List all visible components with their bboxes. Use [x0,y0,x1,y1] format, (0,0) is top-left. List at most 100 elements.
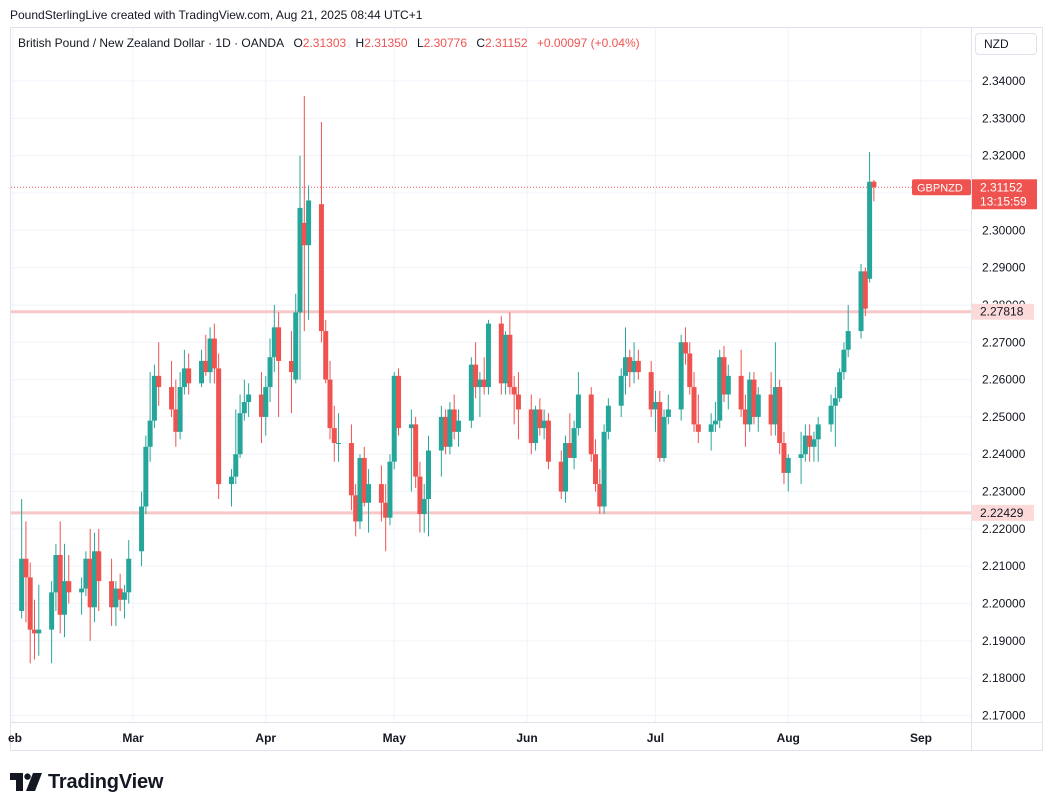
candle-down[interactable] [593,454,599,485]
candle-down[interactable] [87,558,93,608]
candle-up[interactable] [83,558,89,589]
candle-up[interactable] [837,372,843,399]
candle-up[interactable] [177,387,183,432]
candle-up[interactable] [811,439,817,447]
candle-down[interactable] [396,375,402,429]
candle-down[interactable] [211,338,217,369]
candle-down[interactable] [288,360,294,373]
candle-down[interactable] [648,372,654,410]
candle-up[interactable] [772,387,778,425]
candle-down[interactable] [203,360,209,373]
candle-up[interactable] [151,375,157,421]
candle-down[interactable] [627,357,633,373]
candle-down[interactable] [276,327,282,361]
candle-up[interactable] [575,394,581,429]
candle-down[interactable] [768,394,774,425]
candle-up[interactable] [143,446,149,507]
candle-up[interactable] [306,200,312,246]
candle-up[interactable] [19,558,25,611]
currency-button[interactable]: NZD [975,33,1037,55]
candle-up[interactable] [468,364,474,421]
candle-up[interactable] [408,424,414,429]
candle-up[interactable] [293,312,299,380]
candle-down[interactable] [186,368,192,384]
candle-up[interactable] [267,357,273,388]
candle-up[interactable] [147,420,153,447]
candle-up[interactable] [755,394,761,417]
candle-up[interactable] [618,375,624,406]
candle-down[interactable] [507,334,513,388]
candle-up[interactable] [366,484,372,503]
candle-down[interactable] [473,364,479,388]
candle-up[interactable] [36,629,42,634]
candle-down[interactable] [96,551,102,582]
candle-up[interactable] [391,375,397,462]
candle-up[interactable] [802,435,808,455]
candle-down[interactable] [498,323,504,384]
candle-down[interactable] [443,416,449,447]
candle-down[interactable] [169,387,175,410]
candle-down[interactable] [588,394,594,455]
candle-down[interactable] [156,375,162,388]
candle-down[interactable] [635,360,641,373]
candle-down[interactable] [117,588,123,600]
candle-down[interactable] [567,443,573,458]
candle-up[interactable] [832,398,838,406]
candle-up[interactable] [841,349,847,373]
candle-up[interactable] [121,592,127,600]
candle-up[interactable] [601,431,607,507]
candle-down[interactable] [558,461,564,492]
candle-up[interactable] [541,420,547,429]
candle-down[interactable] [216,368,222,485]
candle-up[interactable] [438,416,444,451]
candle-down[interactable] [742,409,748,425]
candle-up[interactable] [447,409,453,447]
candle-down[interactable] [537,409,543,429]
candle-up[interactable] [652,401,658,410]
candle-up[interactable] [631,360,637,373]
candle-down[interactable] [451,409,457,432]
candle-down[interactable] [777,387,783,444]
candle-down[interactable] [66,581,72,593]
candle-up[interactable] [387,461,393,518]
candle-up[interactable] [747,379,753,425]
candle-down[interactable] [361,457,367,503]
candle-down[interactable] [687,353,693,388]
candle-up[interactable] [113,588,119,608]
candle-down[interactable] [318,204,324,332]
candle-down[interactable] [515,394,521,410]
candle-down[interactable] [27,577,33,630]
candle-down[interactable] [327,379,333,429]
candle-up[interactable] [717,357,723,421]
candle-up[interactable] [79,588,85,593]
candle-down[interactable] [353,495,359,522]
candle-up[interactable] [798,454,804,458]
candle-up[interactable] [571,428,577,458]
candle-up[interactable] [246,394,252,402]
candle-up[interactable] [49,592,55,630]
candle-down[interactable] [23,558,29,578]
candle-down[interactable] [511,387,517,395]
candle-down[interactable] [32,629,37,634]
candle-down[interactable] [545,420,551,462]
candle-down[interactable] [721,357,727,395]
candle-up[interactable] [503,334,509,384]
candle-down[interactable] [481,379,487,388]
candle-up[interactable] [678,342,684,410]
candle-up[interactable] [181,368,187,388]
candle-up[interactable] [455,420,461,432]
candle-down[interactable] [528,409,534,444]
candle-up[interactable] [828,405,834,425]
candle-up[interactable] [61,581,67,615]
candle-up[interactable] [237,413,243,455]
candle-up[interactable] [708,424,714,432]
candle-down[interactable] [657,401,663,458]
candle-up[interactable] [845,331,851,350]
candle-up[interactable] [241,401,247,414]
candle-down[interactable] [413,424,419,477]
candle-down[interactable] [751,379,757,417]
candle-up[interactable] [297,207,303,313]
candle-up[interactable] [867,181,873,279]
candle-up[interactable] [533,409,539,444]
